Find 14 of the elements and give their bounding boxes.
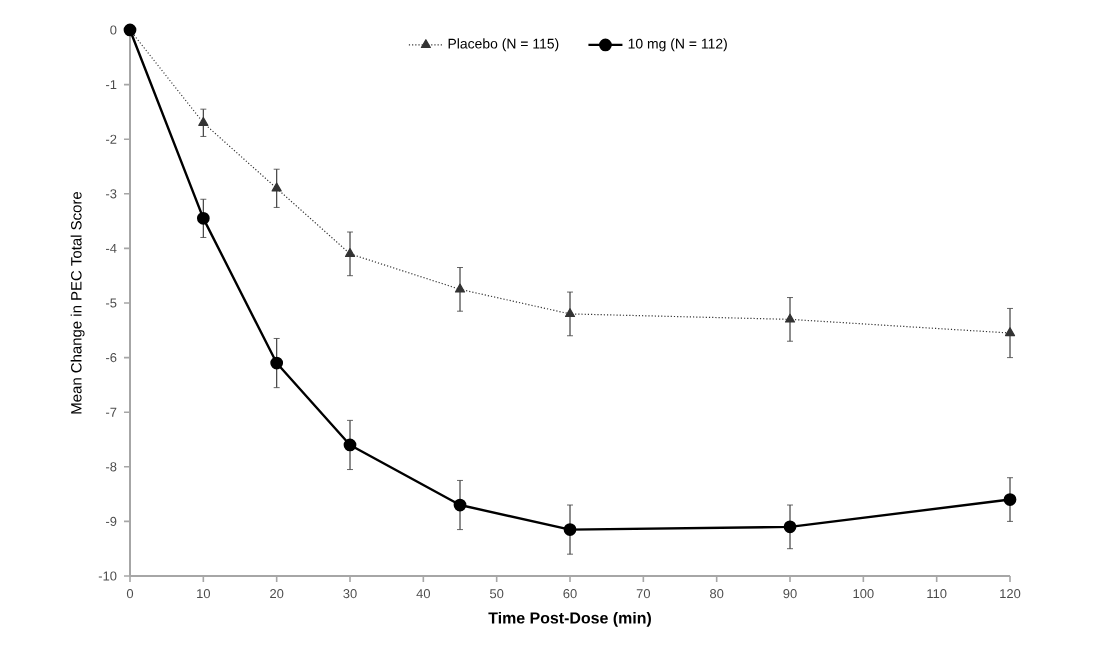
point bbox=[454, 283, 466, 293]
point bbox=[271, 182, 282, 192]
point bbox=[196, 211, 210, 225]
point bbox=[564, 308, 576, 318]
point bbox=[1004, 327, 1016, 337]
point bbox=[1003, 493, 1017, 506]
point bbox=[270, 356, 284, 370]
point bbox=[198, 117, 209, 127]
point bbox=[343, 438, 357, 452]
point bbox=[344, 248, 356, 258]
point bbox=[784, 313, 796, 323]
point bbox=[453, 498, 467, 512]
point bbox=[563, 523, 577, 536]
point bbox=[783, 520, 797, 534]
